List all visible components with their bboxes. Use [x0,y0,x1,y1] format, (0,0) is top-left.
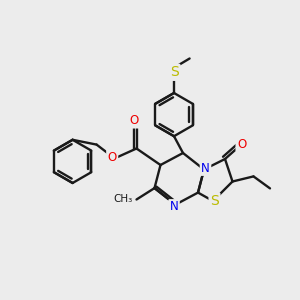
Text: O: O [108,151,117,164]
Text: S: S [210,194,219,208]
Text: O: O [237,137,246,151]
Text: N: N [169,200,178,214]
Text: CH₃: CH₃ [114,194,133,205]
Text: S: S [170,65,179,79]
Text: N: N [201,161,210,175]
Text: O: O [130,114,139,127]
